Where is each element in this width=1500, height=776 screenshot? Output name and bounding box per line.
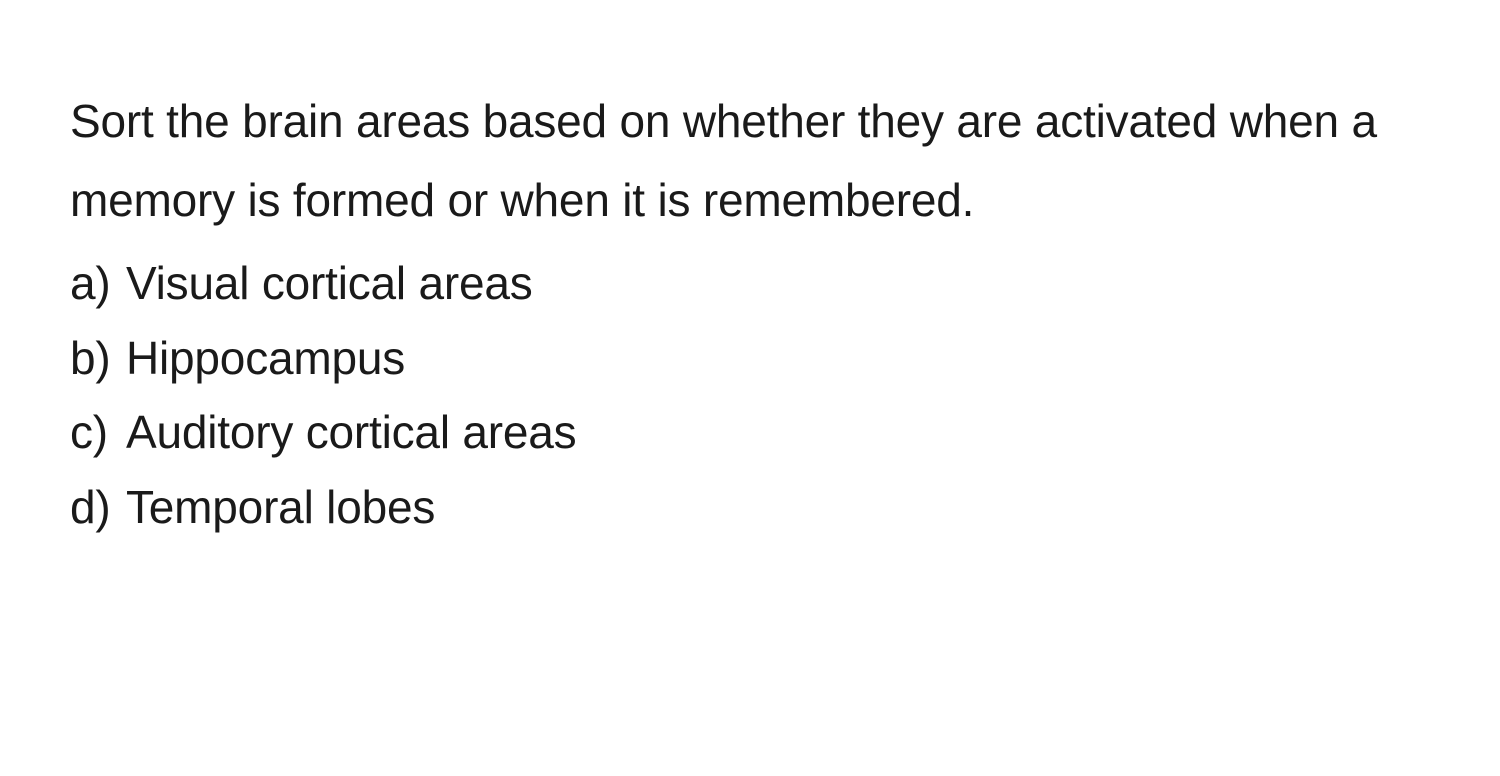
options-list: a) Visual cortical areas b) Hippocampus … xyxy=(70,246,1430,544)
option-text: Hippocampus xyxy=(126,321,405,396)
option-d: d) Temporal lobes xyxy=(70,470,1430,545)
question-block: Sort the brain areas based on whether th… xyxy=(0,0,1500,544)
question-prompt: Sort the brain areas based on whether th… xyxy=(70,82,1430,240)
option-label: c) xyxy=(70,395,126,470)
option-label: b) xyxy=(70,321,126,396)
option-label: d) xyxy=(70,470,126,545)
option-c: c) Auditory cortical areas xyxy=(70,395,1430,470)
option-b: b) Hippocampus xyxy=(70,321,1430,396)
option-label: a) xyxy=(70,246,126,321)
option-text: Temporal lobes xyxy=(126,470,435,545)
option-text: Visual cortical areas xyxy=(126,246,533,321)
option-a: a) Visual cortical areas xyxy=(70,246,1430,321)
option-text: Auditory cortical areas xyxy=(126,395,576,470)
